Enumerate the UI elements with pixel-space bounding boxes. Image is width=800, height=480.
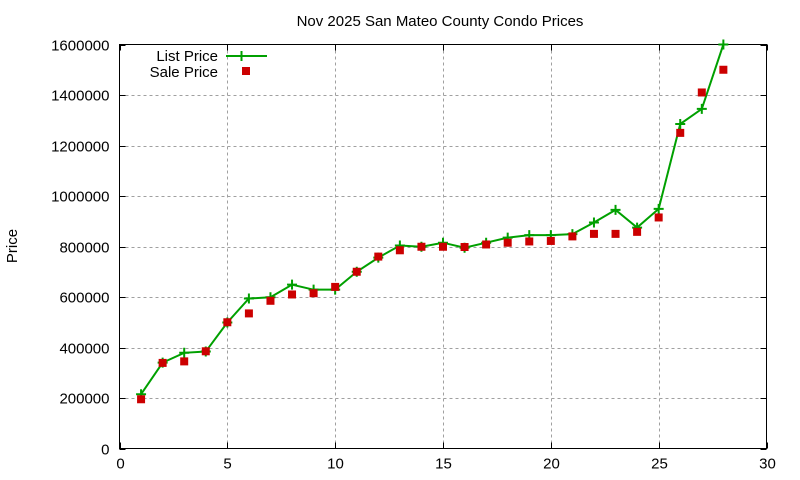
- x-tick-label: 15: [435, 456, 452, 473]
- x-tick-label: 20: [543, 456, 560, 473]
- sale-price-point: [439, 242, 447, 251]
- sale-price-point: [633, 227, 642, 236]
- sale-price-point: [158, 358, 167, 367]
- sale-price-point: [654, 213, 663, 222]
- x-tick-label: 0: [116, 456, 124, 473]
- sale-price-point: [676, 128, 685, 137]
- sale-price-point: [503, 238, 512, 247]
- list-price-point: [696, 103, 707, 114]
- sale-price-point: [180, 357, 189, 366]
- sale-price-point: [417, 242, 426, 251]
- grid: [119, 44, 767, 449]
- y-tick-label: 800000: [59, 240, 109, 257]
- y-tick-label: 1200000: [51, 139, 109, 156]
- y-tick-label: 1000000: [51, 189, 109, 206]
- list-price-line: [140, 44, 725, 395]
- legend-marker-sale-price: [242, 67, 250, 75]
- sale-price-point: [589, 229, 598, 238]
- x-tick-label: 30: [759, 456, 776, 473]
- sale-price-point: [266, 296, 275, 305]
- sale-price-point: [374, 252, 383, 261]
- sale-price-point: [288, 290, 297, 299]
- list-price-point: [243, 293, 254, 304]
- sale-price-point: [546, 236, 555, 245]
- series-layer: [136, 39, 729, 404]
- y-tick-label: 200000: [59, 391, 109, 408]
- x-tick-label: 5: [223, 456, 231, 473]
- legend-label-sale-price: Sale Price: [150, 64, 218, 81]
- sale-price-point: [395, 246, 404, 255]
- y-tick-label: 1600000: [51, 38, 109, 55]
- list-price-point: [653, 203, 664, 214]
- sale-price-point: [568, 232, 577, 241]
- sale-price-point: [309, 289, 318, 298]
- sale-price-point: [223, 318, 232, 327]
- y-axis-label: Price: [4, 229, 21, 263]
- sale-price-point: [697, 88, 706, 97]
- sale-price-point: [352, 267, 361, 276]
- x-tick-label: 10: [327, 456, 344, 473]
- y-tick-label: 600000: [59, 290, 109, 307]
- x-tick-label: 25: [651, 456, 668, 473]
- chart-title: Nov 2025 San Mateo County Condo Prices: [297, 13, 584, 30]
- list-price-point: [610, 204, 621, 215]
- sale-price-point: [137, 395, 146, 404]
- list-price-point: [179, 347, 190, 358]
- sale-price-point: [525, 237, 534, 246]
- sale-price-point: [244, 309, 253, 318]
- list-price-point: [588, 217, 599, 228]
- sale-price-point: [331, 282, 340, 291]
- sale-price-point: [460, 243, 469, 252]
- list-price-point: [287, 279, 298, 290]
- sale-price-point: [201, 347, 210, 356]
- y-tick-label: 400000: [59, 341, 109, 358]
- y-tick-label: 1400000: [51, 88, 109, 105]
- sale-price-point: [719, 65, 728, 74]
- list-price-point: [675, 119, 686, 130]
- sale-price-point: [482, 240, 491, 249]
- sale-price-point: [611, 229, 620, 238]
- legend-marker-list-price: [236, 51, 247, 61]
- axis-ticks: 0 5 10 15 20 25 30 0 200000 400000 600000 800000 100…: [51, 38, 776, 473]
- legend-label-list-price: List Price: [156, 48, 218, 65]
- list-price-point: [718, 39, 729, 50]
- y-tick-label: 0: [101, 442, 109, 459]
- legend: List Price Sale Price: [150, 48, 267, 81]
